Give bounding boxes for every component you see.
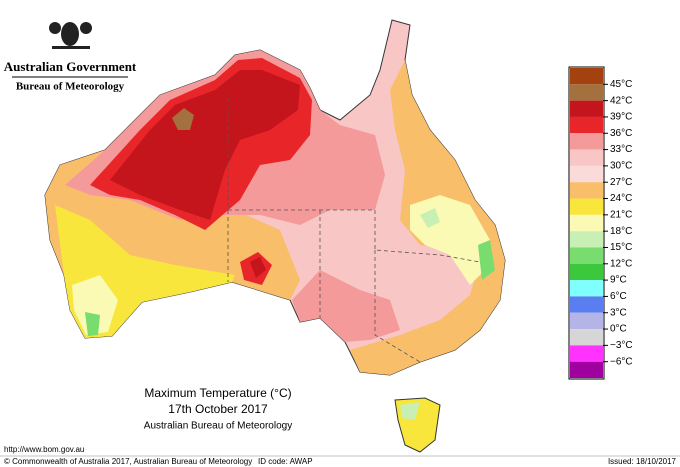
state-borders (227, 98, 481, 363)
footer-url: http://www.bom.gov.au (4, 445, 84, 454)
agency-name: Bureau of Meteorology (16, 81, 125, 93)
legend-label: 12°C (610, 258, 632, 269)
legend-label: 39°C (610, 112, 632, 123)
legend-label: −3°C (610, 340, 633, 351)
legend-label: 42°C (610, 95, 632, 106)
legend-swatch (570, 68, 603, 85)
footer-id: ID code: AWAP (258, 457, 313, 466)
legend-swatch (570, 116, 603, 134)
legend-label: 45°C (610, 79, 632, 90)
legend-swatch (570, 198, 603, 215)
legend-label: 15°C (610, 242, 632, 253)
legend-swatch (570, 280, 603, 297)
legend-swatch (570, 149, 603, 166)
legend-swatch (570, 165, 603, 183)
crest (49, 22, 92, 49)
footer-issued: Issued: 18/10/2017 (608, 457, 677, 466)
legend-swatch (570, 329, 603, 346)
legend-label: 36°C (610, 128, 632, 139)
legend-swatch (570, 263, 603, 281)
legend-swatch (570, 133, 603, 150)
government-name: Australian Government (4, 59, 137, 74)
map-date: 17th October 2017 (168, 402, 268, 416)
legend-label: 27°C (610, 177, 632, 188)
legend-label: 3°C (610, 307, 627, 318)
legend-label: 9°C (610, 275, 627, 286)
legend-swatch (570, 214, 603, 232)
legend-label: 6°C (610, 291, 627, 302)
legend-label: −6°C (610, 356, 633, 367)
legend-label: 30°C (610, 161, 632, 172)
legend-swatch (570, 231, 603, 248)
legend-swatch (570, 296, 603, 313)
legend-swatch (570, 182, 603, 199)
legend-swatch (570, 345, 603, 362)
legend-frame (568, 66, 605, 380)
map-source: Australian Bureau of Meteorology (144, 421, 292, 432)
map (44, 19, 506, 453)
legend-swatch (570, 84, 603, 101)
map-title: Maximum Temperature (°C) (144, 386, 291, 400)
footer-copyright: © Commonwealth of Australia 2017, Austra… (4, 457, 252, 466)
legend-swatch (570, 100, 603, 117)
legend-label: 24°C (610, 193, 632, 204)
legend-label: 0°C (610, 324, 627, 335)
legend-swatch (570, 312, 603, 330)
legend: 45°C 42°C 39°C 36°C 33°C 30°C 27°C 24°C 21°C 18°C… (570, 68, 633, 378)
legend-swatch (570, 247, 603, 264)
legend-label: 33°C (610, 144, 632, 155)
legend-swatch (570, 361, 603, 378)
legend-label: 21°C (610, 209, 632, 220)
legend-label: 18°C (610, 226, 632, 237)
